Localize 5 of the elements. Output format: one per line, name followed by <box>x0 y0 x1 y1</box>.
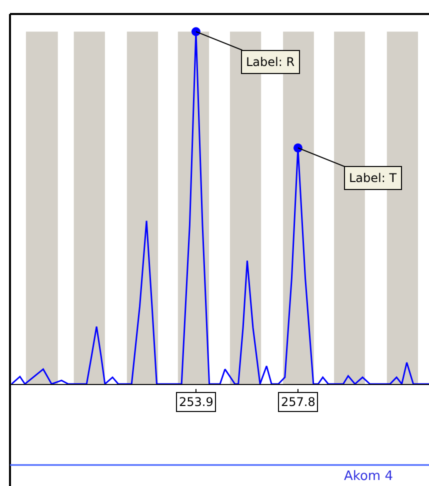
annotation: Label: T <box>349 171 398 185</box>
x-tick-label: 257.8 <box>281 395 316 409</box>
annotation: Label: R <box>246 55 295 69</box>
x-tick-label: 253.9 <box>179 395 214 409</box>
text: Akom 4 <box>344 469 393 484</box>
